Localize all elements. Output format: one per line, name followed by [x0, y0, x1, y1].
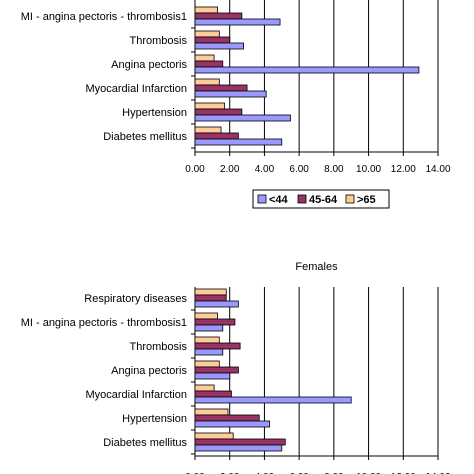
x-tick-label: 8.00	[324, 472, 344, 474]
bar-44	[194, 114, 291, 122]
bar-44	[194, 300, 239, 308]
bar-44	[194, 90, 267, 98]
category-label: Hypertension	[122, 413, 187, 425]
bar-4564	[194, 390, 232, 398]
bar-65	[194, 126, 222, 134]
bar-44	[194, 348, 224, 356]
x-tick-label: 0.00	[185, 472, 205, 474]
bar-65	[194, 384, 215, 392]
x-tick-label: 10.00	[356, 472, 381, 474]
bar-65	[194, 336, 220, 344]
category-label: MI - angina pectoris - thrombosis1	[21, 317, 187, 329]
x-tick-label: 4.00	[255, 472, 275, 474]
x-tick-label: 2.00	[220, 472, 240, 474]
legend-label: >65	[357, 194, 376, 206]
bar-4564	[194, 36, 231, 44]
bar-44	[194, 66, 420, 74]
bar-65	[194, 360, 220, 368]
legend-box	[252, 189, 390, 209]
x-tick-label: 6.00	[289, 472, 309, 474]
category-label: Angina pectoris	[111, 59, 187, 71]
bar-44	[194, 42, 244, 50]
bar-4564	[194, 342, 241, 350]
category-label: Hypertension	[122, 107, 187, 119]
category-label: Thrombosis	[130, 341, 188, 353]
bar-44	[194, 138, 283, 146]
bar-4564	[194, 294, 227, 302]
x-tick-label: 12.00	[391, 164, 416, 175]
chart-title: Females	[295, 261, 338, 273]
category-label: Diabetes mellitus	[103, 437, 187, 449]
x-tick-label: 2.00	[220, 164, 240, 175]
x-tick-label: 12.00	[391, 472, 416, 474]
legend-swatch	[297, 194, 307, 204]
bar-65	[194, 78, 220, 86]
bar-65	[194, 408, 229, 416]
bar-44	[194, 324, 224, 332]
category-label: Angina pectoris	[111, 365, 187, 377]
bar-44	[194, 372, 231, 380]
bar-44	[194, 420, 271, 428]
bar-4564	[194, 132, 239, 140]
bar-4564	[194, 438, 286, 446]
bar-44	[194, 396, 352, 404]
category-label: Myocardial Infarction	[86, 389, 188, 401]
x-tick-label: 10.00	[356, 164, 381, 175]
x-tick-label: 14.00	[425, 164, 450, 175]
bar-4564	[194, 12, 243, 20]
category-label: MI - angina pectoris - thrombosis1	[21, 11, 187, 23]
bar-4564	[194, 60, 224, 68]
bar-4564	[194, 414, 260, 422]
category-label: Respiratory diseases	[84, 293, 187, 305]
bar-65	[194, 432, 234, 440]
category-label: Thrombosis	[130, 35, 188, 47]
legend: <44 45-64 >65	[252, 189, 390, 209]
bar-44	[194, 444, 283, 452]
bar-65	[194, 54, 215, 62]
bar-65	[194, 30, 220, 38]
bar-65	[194, 6, 218, 14]
bar-4564	[194, 84, 248, 92]
legend-label: <44	[269, 194, 289, 206]
category-label: Myocardial Infarction	[86, 83, 188, 95]
chart-2: Females 0.00 2.00 4.00 6.00 8.00 10.00 12.00 14.…	[21, 261, 451, 474]
x-tick-label: 6.00	[289, 164, 309, 175]
bar-4564	[194, 366, 239, 374]
chart-1: 0.00 2.00 4.00 6.00 8.00 10.00 12.00 14.00 MI - …	[21, 0, 451, 209]
legend-swatch	[257, 194, 267, 204]
legend-label: 45-64	[309, 194, 338, 206]
x-tick-label: 0.00	[185, 164, 205, 175]
x-tick-label: 14.00	[425, 472, 450, 474]
x-tick-label: 4.00	[255, 164, 275, 175]
bar-65	[194, 288, 227, 296]
bar-4564	[194, 108, 243, 116]
category-label: Diabetes mellitus	[103, 131, 187, 143]
bar-4564	[194, 318, 236, 326]
x-tick-label: 8.00	[324, 164, 344, 175]
bar-65	[194, 312, 218, 320]
bar-65	[194, 102, 225, 110]
bar-44	[194, 18, 281, 26]
legend-swatch	[345, 194, 355, 204]
